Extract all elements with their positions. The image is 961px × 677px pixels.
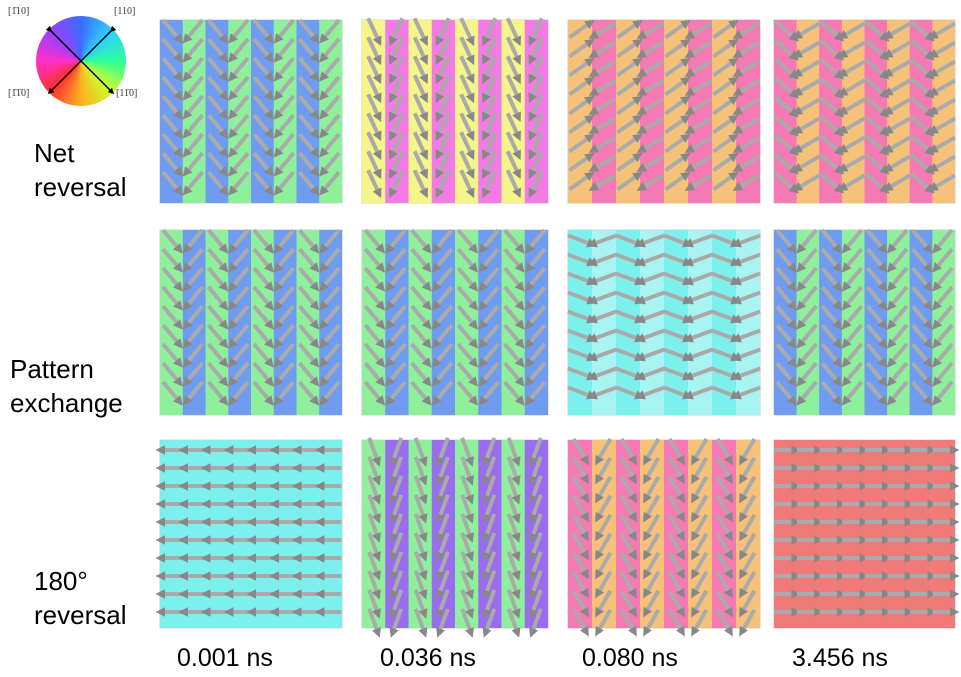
panels: [1̄10] [110] [1̄1̄0] [11̄0] Net reversal… [0,0,961,677]
time-label: 0.036 ns [380,644,476,672]
time-label: 0.001 ns [177,644,273,672]
row-label: reversal [34,172,126,202]
time-label: 3.456 ns [792,644,888,672]
direction-label: [1̄1̄0] [8,88,29,99]
row-label: exchange [10,388,123,418]
row-label: Net [34,138,75,168]
direction-label: [110] [114,6,135,17]
figure: [1̄10] [110] [1̄1̄0] [11̄0] Net reversal… [0,0,961,677]
row-label: Pattern [10,354,94,384]
row-label: reversal [34,600,126,630]
row-label: 180° [34,566,88,596]
time-label: 0.080 ns [582,644,678,672]
direction-label: [1̄10] [8,6,29,17]
direction-label: [11̄0] [116,88,137,99]
